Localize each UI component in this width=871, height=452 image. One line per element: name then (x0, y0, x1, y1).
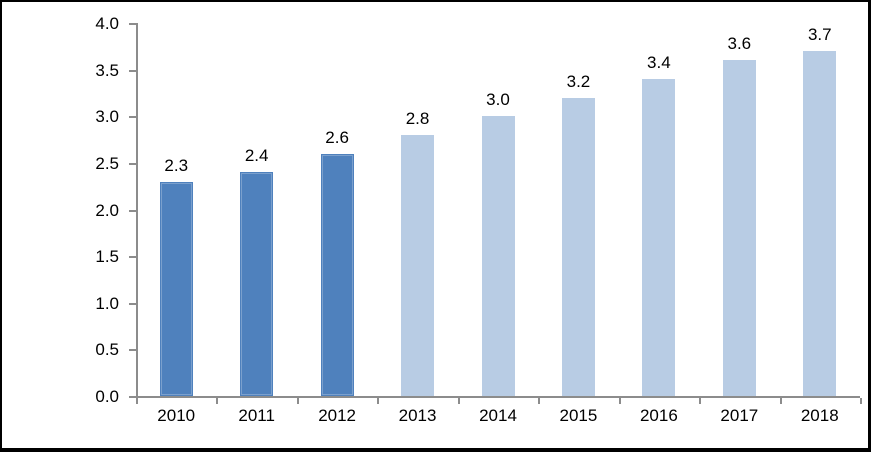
x-axis-tick (860, 398, 862, 404)
bar-value-label: 2.8 (405, 108, 430, 128)
bar-2014 (481, 116, 515, 396)
y-axis-tick-label: 0.0 (95, 387, 119, 406)
x-axis-category-label: 2016 (639, 406, 678, 425)
bar-value-label: 2.3 (164, 155, 189, 175)
x-axis-tick (216, 398, 219, 404)
bar-value-label: 3.7 (807, 24, 832, 44)
y-axis-tick (129, 256, 136, 259)
x-axis-category-label: 2010 (157, 406, 196, 425)
bar-2018 (803, 50, 837, 396)
x-axis-tick (538, 398, 541, 404)
y-axis-tick-label: 0.5 (95, 340, 119, 360)
x-axis-category-label: 2011 (238, 406, 275, 425)
x-axis-category-label: 2014 (479, 406, 517, 425)
y-axis-tick (129, 396, 136, 398)
y-axis-tick (129, 349, 136, 352)
y-axis-tick-label: 1.5 (95, 247, 119, 267)
x-axis-tick (699, 398, 702, 404)
y-axis-tick (129, 302, 136, 305)
bar-value-label: 3.6 (727, 34, 752, 54)
y-axis-tick-label: 4.0 (95, 14, 119, 33)
bar-2015 (561, 97, 595, 396)
x-axis-category-label: 2015 (559, 406, 598, 425)
bar-2013 (401, 134, 435, 396)
x-axis-category-label: 2012 (318, 406, 357, 425)
y-axis-tick (129, 162, 136, 165)
x-axis-tick (296, 398, 299, 404)
bar-value-label: 3.0 (486, 90, 510, 110)
y-axis-tick (129, 209, 136, 212)
bar-value-label: 3.4 (647, 52, 671, 72)
x-axis-category-label: 2017 (720, 406, 759, 425)
x-axis-tick (618, 398, 621, 404)
bar-2011 (240, 172, 274, 396)
x-axis-tick (457, 398, 460, 404)
y-axis-tick (129, 23, 136, 25)
x-axis-tick (377, 398, 380, 404)
y-axis-tick-label: 3.0 (95, 107, 119, 127)
bar-2010 (159, 181, 193, 396)
bar-2017 (722, 60, 756, 396)
y-axis-tick-label: 1.0 (95, 293, 119, 313)
y-axis-tick-label: 2.0 (95, 200, 119, 220)
y-axis-tick (129, 116, 136, 119)
bar-2012 (320, 153, 354, 396)
x-axis-tick (779, 398, 782, 404)
y-axis-tick-label: 3.5 (95, 60, 119, 80)
bar-2016 (642, 78, 676, 396)
y-axis-line (136, 23, 138, 398)
bar-value-label: 3.2 (566, 71, 591, 91)
x-axis-category-label: 2018 (800, 406, 839, 425)
y-axis-tick-label: 2.5 (95, 153, 119, 173)
bar-value-label: 2.4 (244, 146, 269, 166)
bar-value-label: 2.6 (325, 127, 349, 147)
x-axis-tick (136, 398, 138, 404)
x-axis-category-label: 2013 (398, 406, 437, 425)
y-axis-tick (129, 69, 136, 72)
x-axis-line (129, 396, 860, 398)
